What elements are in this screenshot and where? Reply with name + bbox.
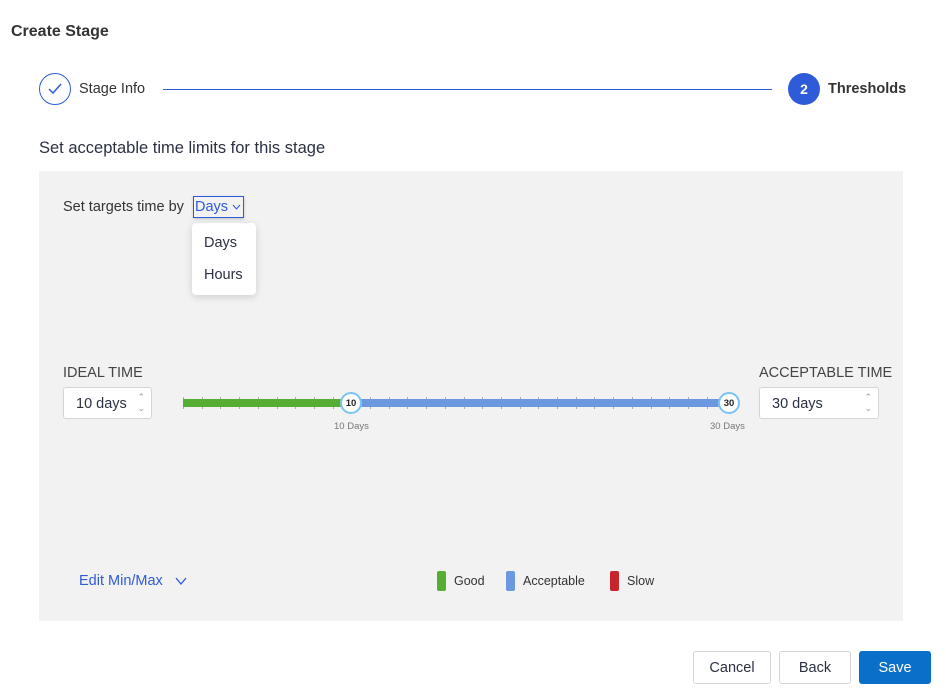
acceptable-time-value: 30 days [772,396,823,412]
cancel-button[interactable]: Cancel [693,651,771,684]
edit-min-max-label: Edit Min/Max [79,573,163,589]
save-button[interactable]: Save [859,651,931,684]
section-subtitle: Set acceptable time limits for this stag… [39,139,326,157]
legend-acceptable: Acceptable [506,571,585,591]
step-stage-info-check-icon[interactable] [39,73,71,105]
menu-item-days[interactable]: Days [204,235,238,251]
ideal-slider-handle[interactable]: 10 [340,392,362,414]
step-connector [163,89,772,90]
spinner-icon[interactable]: ⌃ ⌄ [137,392,145,413]
menu-item-hours[interactable]: Hours [204,267,243,283]
legend-good: Good [437,571,485,591]
page-title: Create Stage [11,23,109,40]
legend-label: Good [454,574,485,588]
unit-select[interactable]: Days [193,196,245,218]
acceptable-time-label: ACCEPTABLE TIME [759,365,893,381]
acceptable-time-input[interactable]: 30 days ⌃ ⌄ [759,387,879,419]
step-stage-info-label[interactable]: Stage Info [79,81,146,97]
chevron-down-icon [232,204,241,210]
chevron-down-icon [175,577,187,586]
ideal-time-input[interactable]: 10 days ⌃ ⌄ [63,387,152,419]
legend-label: Slow [627,574,655,588]
acceptable-slider-handle[interactable]: 30 [718,392,740,414]
legend-swatch [610,571,619,591]
unit-select-value: Days [195,199,229,215]
legend-slow: Slow [610,571,654,591]
step-number-badge: 2 [788,73,820,105]
legend-swatch [437,571,446,591]
spinner-icon[interactable]: ⌃ ⌄ [864,392,872,413]
targets-label: Set targets time by [63,199,184,215]
ideal-handle-label: 10 Days [334,421,369,432]
ideal-time-value: 10 days [76,396,127,412]
slider-good-segment [183,399,351,407]
slider-acceptable-segment [351,399,729,407]
step-thresholds-label: Thresholds [828,81,907,97]
legend-swatch [506,571,515,591]
unit-dropdown-menu: Days Hours [192,223,256,295]
legend-label: Acceptable [523,574,585,588]
edit-min-max-toggle[interactable]: Edit Min/Max [79,573,187,589]
acceptable-handle-label: 30 Days [710,421,745,432]
back-button[interactable]: Back [779,651,851,684]
ideal-time-label: IDEAL TIME [63,365,143,381]
